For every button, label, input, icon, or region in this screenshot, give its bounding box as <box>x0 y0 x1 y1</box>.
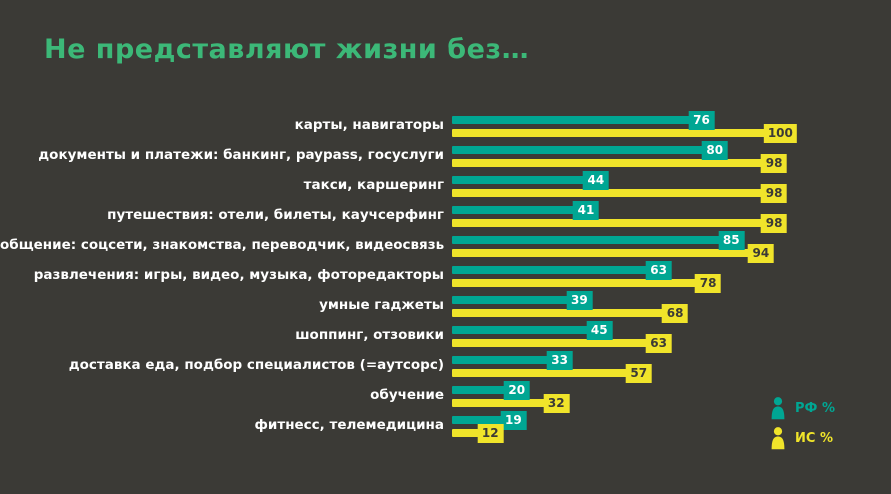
rf-value-badge: 80 <box>701 140 728 160</box>
category-label: такси, каршеринг <box>303 176 444 193</box>
page-title: Не представляют жизни без… <box>44 34 530 65</box>
chart-row: умные гаджеты 39 68 <box>0 290 891 323</box>
chart-row: обучение 20 32 <box>0 380 891 413</box>
is-value-badge: 32 <box>543 393 570 413</box>
chart-row: фитнесс, телемедицина 19 12 <box>0 410 891 443</box>
bar-group: 80 98 <box>452 140 872 173</box>
category-label: фитнесс, телемедицина <box>254 416 444 433</box>
category-label: документы и платежи: банкинг, paypass, г… <box>38 146 444 163</box>
bar-group: 44 98 <box>452 170 872 203</box>
rf-value-badge: 33 <box>546 350 573 370</box>
category-label: общение: соцсети, знакомства, переводчик… <box>0 236 445 253</box>
rf-bar <box>452 116 703 124</box>
is-bar <box>452 219 776 227</box>
rf-bar <box>452 206 588 214</box>
bar-group: 41 98 <box>452 200 872 233</box>
category-label: шоппинг, отзовики <box>295 326 444 343</box>
is-value-badge: 12 <box>477 423 504 443</box>
is-value-badge: 63 <box>645 333 672 353</box>
chart-row: шоппинг, отзовики 45 63 <box>0 320 891 353</box>
is-value-badge: 94 <box>747 243 774 263</box>
chart-row: такси, каршеринг 44 98 <box>0 170 891 203</box>
rf-value-badge: 20 <box>503 380 530 400</box>
person-icon <box>769 396 787 420</box>
category-label: обучение <box>370 386 444 403</box>
legend-item-is: ИС % <box>769 426 835 450</box>
is-bar <box>452 159 776 167</box>
chart-row: доставка еда, подбор специалистов (=аутс… <box>0 350 891 383</box>
chart-row: карты, навигаторы 76 100 <box>0 110 891 143</box>
rf-value-badge: 39 <box>566 290 593 310</box>
chart-row: документы и платежи: банкинг, paypass, г… <box>0 140 891 173</box>
category-label: карты, навигаторы <box>294 116 444 133</box>
bar-group: 39 68 <box>452 290 872 323</box>
rf-value-badge: 41 <box>572 200 599 220</box>
bar-chart: карты, навигаторы 76 100 документы и платеж… <box>0 110 891 443</box>
is-bar <box>452 189 776 197</box>
rf-bar <box>452 236 733 244</box>
is-value-badge: 100 <box>763 123 797 143</box>
bar-group: 85 94 <box>452 230 872 263</box>
rf-value-badge: 44 <box>582 170 609 190</box>
rf-bar <box>452 356 561 364</box>
rf-value-badge: 45 <box>586 320 613 340</box>
is-value-badge: 57 <box>625 363 652 383</box>
legend-item-rf: РФ % <box>769 396 835 420</box>
is-value-badge: 98 <box>761 183 788 203</box>
rf-bar <box>452 176 598 184</box>
is-bar <box>452 309 677 317</box>
is-bar <box>452 249 763 257</box>
legend-label-is: ИС % <box>795 430 833 446</box>
chart-legend: РФ % ИС % <box>769 396 835 450</box>
person-icon <box>769 426 787 450</box>
rf-bar <box>452 386 518 394</box>
legend-label-rf: РФ % <box>795 400 835 416</box>
bar-group: 76 100 <box>452 110 872 143</box>
is-value-badge: 98 <box>761 153 788 173</box>
rf-bar <box>452 146 716 154</box>
chart-row: общение: соцсети, знакомства, переводчик… <box>0 230 891 263</box>
rf-value-badge: 76 <box>688 110 715 130</box>
rf-bar <box>452 296 581 304</box>
rf-bar <box>452 416 515 424</box>
is-bar <box>452 339 660 347</box>
bar-group: 20 32 <box>452 380 872 413</box>
chart-row: развлечения: игры, видео, музыка, фоторе… <box>0 260 891 293</box>
rf-bar <box>452 326 601 334</box>
category-label: развлечения: игры, видео, музыка, фоторе… <box>33 266 444 283</box>
bar-group: 33 57 <box>452 350 872 383</box>
is-value-badge: 98 <box>761 213 788 233</box>
is-bar <box>452 279 710 287</box>
is-value-badge: 68 <box>662 303 689 323</box>
rf-value-badge: 63 <box>645 260 672 280</box>
category-label: умные гаджеты <box>319 296 444 313</box>
rf-value-badge: 85 <box>718 230 745 250</box>
is-bar <box>452 129 782 137</box>
category-label: доставка еда, подбор специалистов (=аутс… <box>68 356 444 373</box>
is-bar <box>452 429 492 437</box>
bar-group: 63 78 <box>452 260 872 293</box>
rf-value-badge: 19 <box>500 410 527 430</box>
is-bar <box>452 369 641 377</box>
rf-bar <box>452 266 660 274</box>
chart-row: путешествия: отели, билеты, каучсерфинг 4… <box>0 200 891 233</box>
bar-group: 45 63 <box>452 320 872 353</box>
is-value-badge: 78 <box>695 273 722 293</box>
category-label: путешествия: отели, билеты, каучсерфинг <box>107 206 444 223</box>
bar-group: 19 12 <box>452 410 872 443</box>
is-bar <box>452 399 558 407</box>
